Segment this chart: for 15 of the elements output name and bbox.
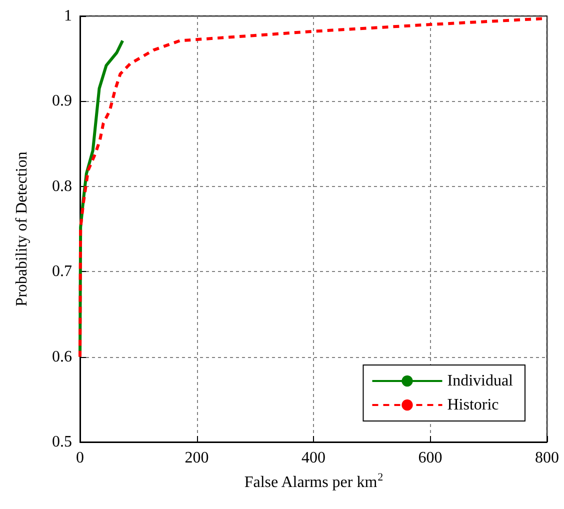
line-series <box>78 17 545 358</box>
x-tick-label: 0 <box>76 450 84 466</box>
y-tick-label: 0.9 <box>52 92 72 110</box>
x-tick-label: 400 <box>302 450 326 466</box>
y-tick-label: 0.6 <box>52 348 72 366</box>
legend-label: Historic <box>447 396 499 414</box>
y-tick-label: 0.8 <box>52 178 72 195</box>
x-tick-label: 800 <box>535 450 559 466</box>
y-axis-title: Probability of Detection <box>14 152 30 306</box>
y-tick-label: 0.7 <box>52 263 72 280</box>
y-tick-label: 1 <box>64 8 72 24</box>
x-tick-label: 200 <box>184 450 209 466</box>
y-tick-label: 0.5 <box>52 434 72 450</box>
legend-label: Individual <box>447 372 514 390</box>
x-tick-label: 600 <box>418 450 442 466</box>
